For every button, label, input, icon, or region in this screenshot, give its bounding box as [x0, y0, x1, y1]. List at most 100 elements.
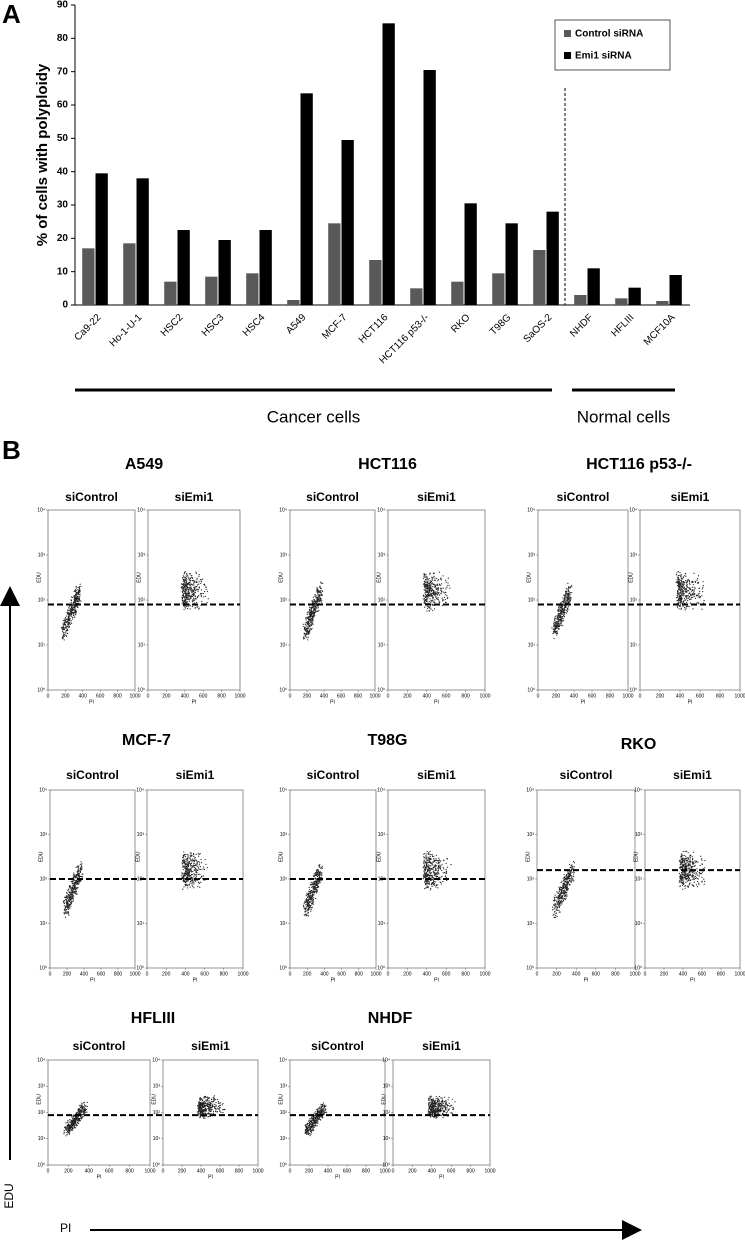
cell-dot: [74, 1127, 77, 1129]
cell-dot: [192, 593, 194, 595]
cell-dot: [681, 581, 683, 583]
cell-dot: [307, 636, 309, 638]
cell-dot: [192, 860, 194, 862]
cell-dot: [687, 872, 690, 874]
plot-title: HCT116 p53-/-: [586, 456, 692, 473]
cell-dot: [78, 1110, 80, 1112]
cell-dot: [564, 596, 566, 598]
cell-dot: [69, 907, 71, 909]
cell-dot: [424, 860, 426, 862]
cell-dot: [80, 600, 82, 602]
cell-dot: [438, 857, 440, 859]
cell-dot: [307, 897, 309, 899]
x-tick-label: 0: [289, 693, 292, 699]
cell-dot: [190, 880, 192, 882]
cell-dot: [67, 911, 69, 913]
cell-cloud: [60, 583, 82, 641]
cell-dot: [195, 871, 197, 873]
cell-dot: [683, 871, 685, 873]
cell-dot: [439, 868, 442, 870]
cell-dot: [184, 581, 186, 584]
cell-dot: [201, 600, 203, 603]
x-tick-label: T98G: [488, 312, 514, 338]
cell-dot: [446, 857, 448, 860]
bar: [246, 273, 259, 305]
cell-dot: [679, 599, 682, 601]
plot-label: siEmi1: [417, 490, 456, 504]
cell-dot: [697, 886, 699, 888]
cell-dot: [182, 583, 184, 585]
cell-dot: [434, 579, 436, 581]
cell-dot: [694, 877, 697, 880]
cell-dot: [682, 592, 684, 595]
cell-dot: [320, 867, 322, 869]
cell-dot: [78, 592, 80, 594]
bar: [451, 281, 464, 305]
bar: [423, 70, 436, 305]
cell-dot: [433, 859, 435, 861]
cell-dot: [426, 886, 428, 888]
cell-dot: [81, 873, 83, 875]
cell-dot: [564, 611, 566, 614]
cell-dot: [182, 589, 184, 591]
cell-dot: [687, 880, 690, 882]
cell-dot: [557, 901, 559, 903]
x-tick-label: 1000: [479, 693, 490, 699]
cell-dot: [681, 867, 683, 869]
cell-dot: [680, 871, 683, 874]
x-tick-label: HFLIII: [609, 312, 636, 339]
cell-dot: [75, 612, 77, 614]
y-tick-label: 50: [57, 133, 69, 144]
cell-dot: [564, 602, 567, 604]
cell-dot: [76, 887, 78, 889]
cell-dot: [678, 585, 681, 588]
cell-dot: [427, 593, 429, 595]
cell-dot: [198, 882, 200, 885]
cell-dot: [430, 865, 432, 867]
cell-dot: [191, 605, 194, 608]
cell-dot: [79, 863, 81, 865]
cell-dot: [67, 615, 69, 617]
cell-dot: [313, 875, 316, 877]
cell-dot: [433, 608, 436, 610]
cell-dot: [566, 895, 568, 897]
cell-dot: [67, 904, 69, 906]
cell-dot: [69, 898, 72, 900]
cell-dot: [193, 584, 195, 586]
cell-dot: [308, 615, 310, 618]
cell-dot: [425, 863, 428, 865]
cell-dot: [570, 871, 572, 873]
cell-dot: [188, 864, 190, 866]
bar: [410, 288, 423, 305]
cell-dot: [315, 610, 317, 613]
x-tick-label: 0: [147, 693, 150, 699]
cell-dot: [78, 1112, 80, 1114]
cell-dot: [685, 858, 687, 860]
cell-dot: [677, 584, 679, 586]
cell-dot: [558, 607, 560, 609]
cell-dot: [317, 594, 319, 597]
cell-dot: [428, 580, 430, 582]
cell-dot: [184, 858, 186, 860]
cell-dot: [65, 615, 67, 617]
cell-dot: [568, 873, 570, 875]
cell-dot: [198, 864, 201, 866]
cell-dot: [433, 860, 435, 863]
cell-dot: [427, 864, 429, 866]
cell-dot: [73, 890, 75, 892]
cell-dot: [695, 884, 698, 886]
cell-dot: [428, 610, 431, 612]
cell-dot: [195, 863, 197, 865]
cell-dot: [424, 587, 426, 589]
cell-dot: [556, 898, 558, 900]
cell-dot: [76, 600, 79, 602]
cell-dot: [188, 598, 190, 601]
cell-dot: [557, 615, 559, 617]
cell-dot: [312, 881, 314, 883]
cell-dot: [688, 876, 690, 879]
cell-dot: [440, 579, 442, 581]
cell-dot: [318, 597, 321, 599]
cell-dot: [192, 864, 194, 866]
cell-dot: [73, 1127, 75, 1129]
cell-dot: [440, 577, 442, 579]
